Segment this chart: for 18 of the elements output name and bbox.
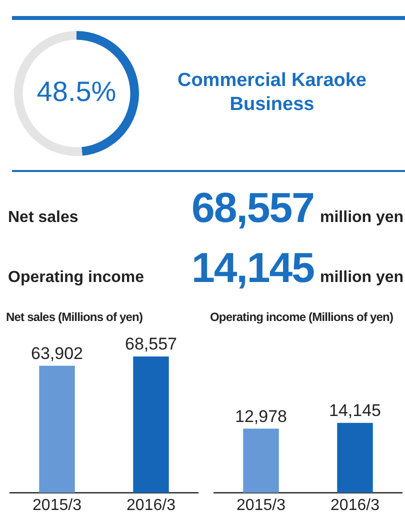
data-label: 12,978	[235, 406, 287, 426]
text: 68,557	[190, 184, 314, 232]
data-label: 48.5%	[36, 76, 116, 107]
text: million yen	[320, 209, 404, 227]
text: Commercial Karaoke Business	[176, 69, 368, 117]
x-tick-label: 2016/3	[126, 496, 176, 514]
data-label: 68,557	[125, 334, 177, 354]
text: Operating income	[7, 269, 146, 287]
chart-title: Operating income (Millions of yen)	[210, 310, 394, 326]
data-label: 63,902	[31, 344, 83, 363]
text: 14,145	[190, 244, 314, 292]
x-tick-label: 2015/3	[236, 496, 286, 514]
data-label: 14,145	[329, 401, 381, 420]
text: million yen	[320, 269, 404, 287]
x-tick-label: 2015/3	[32, 496, 82, 514]
text: Net sales	[7, 209, 80, 227]
chart-title: Net sales (Millions of yen)	[6, 310, 144, 326]
x-tick-label: 2016/3	[330, 496, 380, 514]
